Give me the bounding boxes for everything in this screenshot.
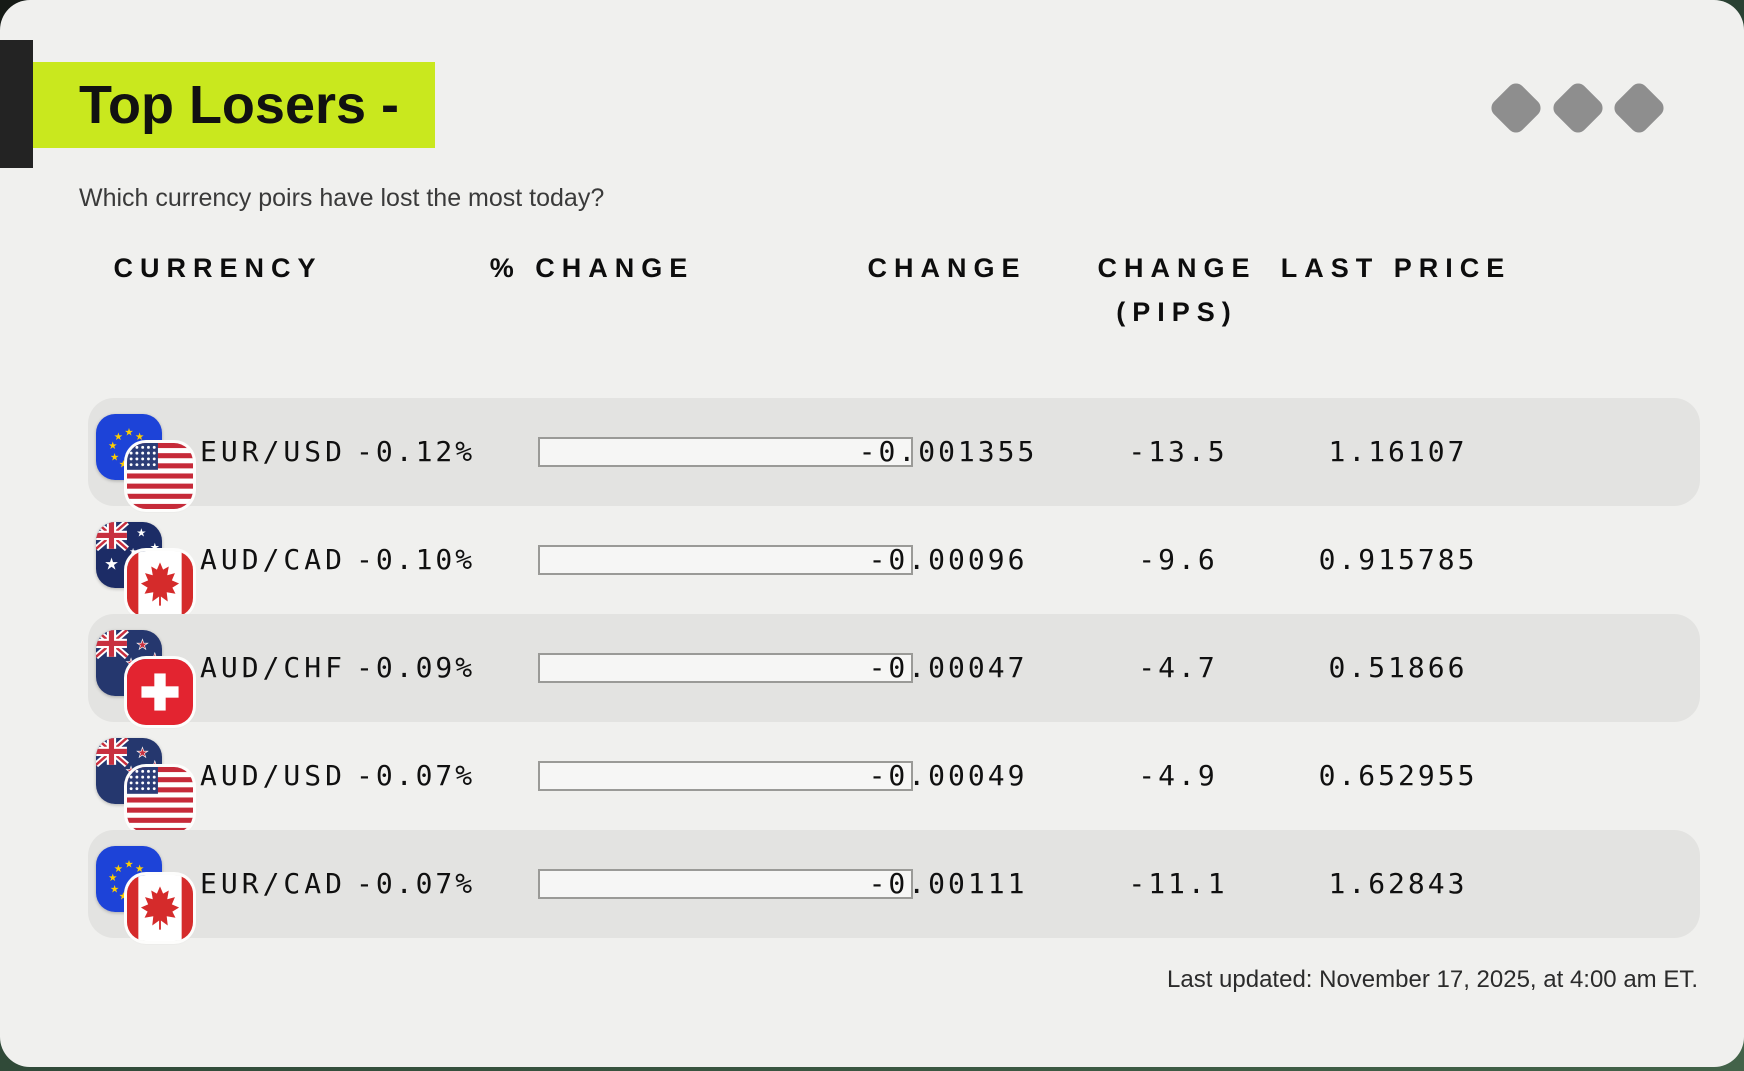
- diamond-icon: [1610, 79, 1668, 137]
- last-price-value: 1.16107: [1328, 435, 1468, 468]
- svg-text:★: ★: [136, 525, 146, 539]
- svg-text:★: ★: [127, 766, 135, 777]
- last-updated-text: Last updated: November 17, 2025, at 4:00…: [1167, 966, 1698, 993]
- svg-text:★: ★: [135, 863, 144, 875]
- change-pips-value: -4.9: [1138, 759, 1218, 792]
- change-pips-value: -4.7: [1138, 651, 1218, 684]
- pct-change-value: -0.09%: [356, 651, 476, 684]
- svg-text:★: ★: [129, 546, 136, 556]
- change-value: -0.00111: [868, 867, 1028, 900]
- change-value: -0.00096: [868, 543, 1028, 576]
- page-title: Top Losers -: [79, 75, 400, 135]
- change-pips-value: -13.5: [1128, 435, 1228, 468]
- currency-pair-flags: ★★★★: [96, 630, 226, 738]
- svg-text:★: ★: [119, 891, 128, 903]
- pct-change-bar: [538, 545, 913, 575]
- svg-text:★: ★: [127, 658, 135, 669]
- change-value: -0.00049: [868, 759, 1028, 792]
- pct-change-value: -0.07%: [356, 867, 476, 900]
- currency-pair-label: AUD/CAD: [200, 543, 347, 576]
- pct-change-bar: [538, 437, 913, 467]
- svg-text:★: ★: [110, 883, 119, 895]
- svg-text:★: ★: [114, 431, 123, 443]
- left-accent-bar: [0, 40, 33, 168]
- pct-change-value: -0.07%: [356, 759, 476, 792]
- svg-text:★: ★: [104, 554, 119, 573]
- svg-text:★: ★: [150, 651, 160, 665]
- title-band: Top Losers -: [33, 62, 436, 148]
- table-row: ★★★★ AUD/CHF -0.09% -0.00047 -4.7 0.5186…: [88, 614, 1700, 725]
- column-header-change: CHANGE: [867, 253, 1027, 283]
- ca-flag-icon: [127, 875, 193, 941]
- table-row: ★★★★ AUD/USD -0.07% -0.00049 -4.9 0.6529…: [88, 722, 1700, 833]
- pct-change-bar: [538, 869, 913, 899]
- currency-pair-flags: ★★★★★★★★★: [96, 414, 226, 522]
- us-flag-icon: [127, 443, 193, 509]
- column-header-currency: CURRENCY: [113, 253, 323, 283]
- svg-text:★: ★: [124, 859, 133, 871]
- svg-text:★: ★: [108, 440, 117, 452]
- change-pips-value: -11.1: [1128, 867, 1228, 900]
- pct-change-bar: [538, 761, 913, 791]
- column-header-change-pips: CHANGE (PIPS): [1097, 253, 1257, 327]
- table-row: ★★★★★★★★★ EUR/USD -0.12% -0.001355 -13.5…: [88, 398, 1700, 509]
- currency-pair-label: EUR/USD: [200, 435, 347, 468]
- svg-text:★: ★: [110, 451, 119, 463]
- currency-pair-label: AUD/USD: [200, 759, 347, 792]
- last-price-value: 1.62843: [1328, 867, 1468, 900]
- ch-flag-icon: [127, 659, 193, 725]
- currency-pair-flags: ★★★★★★★★★: [96, 846, 226, 954]
- column-header-last-price: LAST PRICE: [1280, 253, 1512, 283]
- currency-pair-flags: ★★★★: [96, 738, 226, 846]
- last-price-value: 0.652955: [1318, 759, 1478, 792]
- svg-text:★: ★: [150, 540, 160, 554]
- svg-text:★: ★: [137, 746, 147, 760]
- ca-flag-icon: [127, 551, 193, 617]
- pct-change-value: -0.10%: [356, 543, 476, 576]
- svg-text:★: ★: [150, 759, 160, 773]
- diamond-icon: [1487, 79, 1545, 137]
- pct-change-value: -0.12%: [356, 435, 476, 468]
- diamond-icon: [1549, 79, 1607, 137]
- currency-pair-label: AUD/CHF: [200, 651, 347, 684]
- svg-text:★: ★: [119, 459, 128, 471]
- svg-text:★: ★: [124, 427, 133, 439]
- change-value: -0.001355: [858, 435, 1038, 468]
- pct-change-bar: [538, 653, 913, 683]
- change-pips-value: -9.6: [1138, 543, 1218, 576]
- svg-text:★: ★: [114, 863, 123, 875]
- currency-pair-flags: ★★★★★: [96, 522, 226, 630]
- table-row: ★★★★★ AUD/CAD -0.10% -0.00096 -9.6 0.915…: [88, 506, 1700, 617]
- svg-text:★: ★: [137, 638, 147, 652]
- change-value: -0.00047: [868, 651, 1028, 684]
- us-flag-icon: [127, 767, 193, 833]
- last-price-value: 0.51866: [1328, 651, 1468, 684]
- table-rows: ★★★★★★★★★ EUR/USD -0.12% -0.001355 -13.5…: [88, 398, 1700, 941]
- last-price-value: 0.915785: [1318, 543, 1478, 576]
- column-header-pct-change: % CHANGE: [489, 253, 695, 283]
- svg-text:★: ★: [108, 872, 117, 884]
- table-row: ★★★★★★★★★ EUR/CAD -0.07% -0.00111 -11.1 …: [88, 830, 1700, 941]
- page-subtitle: Which currency poirs have lost the most …: [79, 184, 605, 212]
- currency-pair-label: EUR/CAD: [200, 867, 347, 900]
- svg-text:★: ★: [135, 431, 144, 443]
